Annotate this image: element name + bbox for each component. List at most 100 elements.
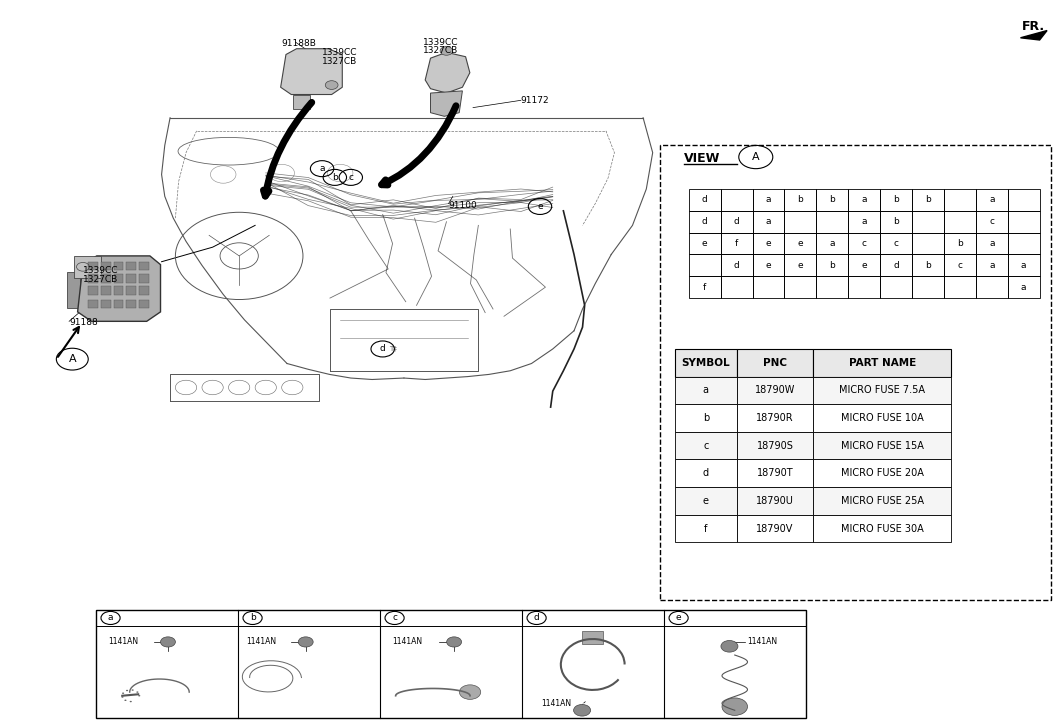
Bar [784,276,816,298]
Circle shape [325,81,338,89]
Bar [753,276,784,298]
Bar [689,254,721,276]
Polygon shape [431,91,462,116]
Text: MICRO FUSE 15A: MICRO FUSE 15A [841,441,924,451]
Text: 1327CB: 1327CB [83,275,118,284]
Text: MICRO FUSE 30A: MICRO FUSE 30A [841,523,924,534]
Polygon shape [1020,31,1047,40]
Circle shape [459,685,480,699]
Bar [976,276,1008,298]
Text: a: a [1020,283,1027,292]
Text: A: A [752,152,760,162]
Bar [88,262,98,270]
Text: b: b [250,614,255,622]
Bar [1008,254,1040,276]
Text: 91100: 91100 [449,201,477,209]
Bar [737,349,813,377]
Text: 1327CB: 1327CB [423,47,458,55]
Bar [675,459,737,487]
Circle shape [721,640,738,652]
Circle shape [138,695,140,696]
Bar [1008,211,1040,233]
Bar [139,262,149,270]
Text: 1339CC: 1339CC [423,38,458,47]
Bar [101,262,111,270]
Circle shape [574,704,591,716]
Bar [737,404,813,432]
Bar [689,233,721,254]
Bar [816,233,848,254]
Bar [784,211,816,233]
Bar [813,377,951,404]
Circle shape [132,689,134,691]
Bar [816,276,848,298]
Circle shape [136,691,138,693]
Text: b: b [925,196,931,204]
Text: 1141AN: 1141AN [747,638,778,646]
Bar [139,274,149,283]
Text: e: e [797,239,804,248]
Text: MICRO FUSE 25A: MICRO FUSE 25A [841,496,924,506]
Text: e: e [765,261,772,270]
Bar [912,189,944,211]
Bar [784,254,816,276]
Text: 18790R: 18790R [756,413,794,423]
Text: 1327CB: 1327CB [322,57,357,65]
Text: a: a [989,261,995,270]
Bar [737,377,813,404]
Text: a: a [319,164,325,173]
Circle shape [446,637,461,647]
Bar [976,233,1008,254]
Bar [126,286,136,295]
Bar [101,286,111,295]
Bar [976,254,1008,276]
Bar [721,233,753,254]
Bar [675,432,737,459]
Text: a: a [765,217,772,226]
Text: f: f [704,523,708,534]
Text: a: a [765,196,772,204]
Text: a: a [989,239,995,248]
Text: A: A [68,354,77,364]
Text: d: d [733,261,740,270]
Bar [737,487,813,515]
Text: 91188: 91188 [69,318,98,327]
Text: MICRO FUSE 7.5A: MICRO FUSE 7.5A [840,385,925,395]
Bar [737,459,813,487]
Bar [813,404,951,432]
Bar [880,254,912,276]
Polygon shape [78,256,161,321]
Bar [976,211,1008,233]
Bar [880,276,912,298]
Bar [813,349,951,377]
Text: e: e [703,496,709,506]
Text: 18790U: 18790U [756,496,794,506]
Text: e: e [797,261,804,270]
Text: 18790W: 18790W [755,385,795,395]
Text: d: d [893,261,899,270]
Text: a: a [861,217,867,226]
Text: d: d [703,468,709,478]
Text: b: b [957,239,963,248]
Bar [675,404,737,432]
Text: d: d [379,345,386,353]
Bar [675,349,737,377]
Text: 1141AN: 1141AN [541,699,571,707]
Text: MICRO FUSE 20A: MICRO FUSE 20A [841,468,924,478]
Text: 1141AN: 1141AN [247,638,276,646]
Text: c: c [990,217,994,226]
Bar [114,286,123,295]
Bar [675,377,737,404]
Text: 1141AN: 1141AN [392,638,423,646]
Text: b: b [893,196,899,204]
Text: a: a [829,239,836,248]
Polygon shape [425,52,470,93]
Bar [126,274,136,283]
Text: a: a [703,385,709,395]
Text: 1339CC: 1339CC [83,266,118,275]
Circle shape [121,696,123,698]
Bar [96,610,806,718]
Bar [114,274,123,283]
Bar [816,254,848,276]
Text: 1141AN: 1141AN [108,638,138,646]
